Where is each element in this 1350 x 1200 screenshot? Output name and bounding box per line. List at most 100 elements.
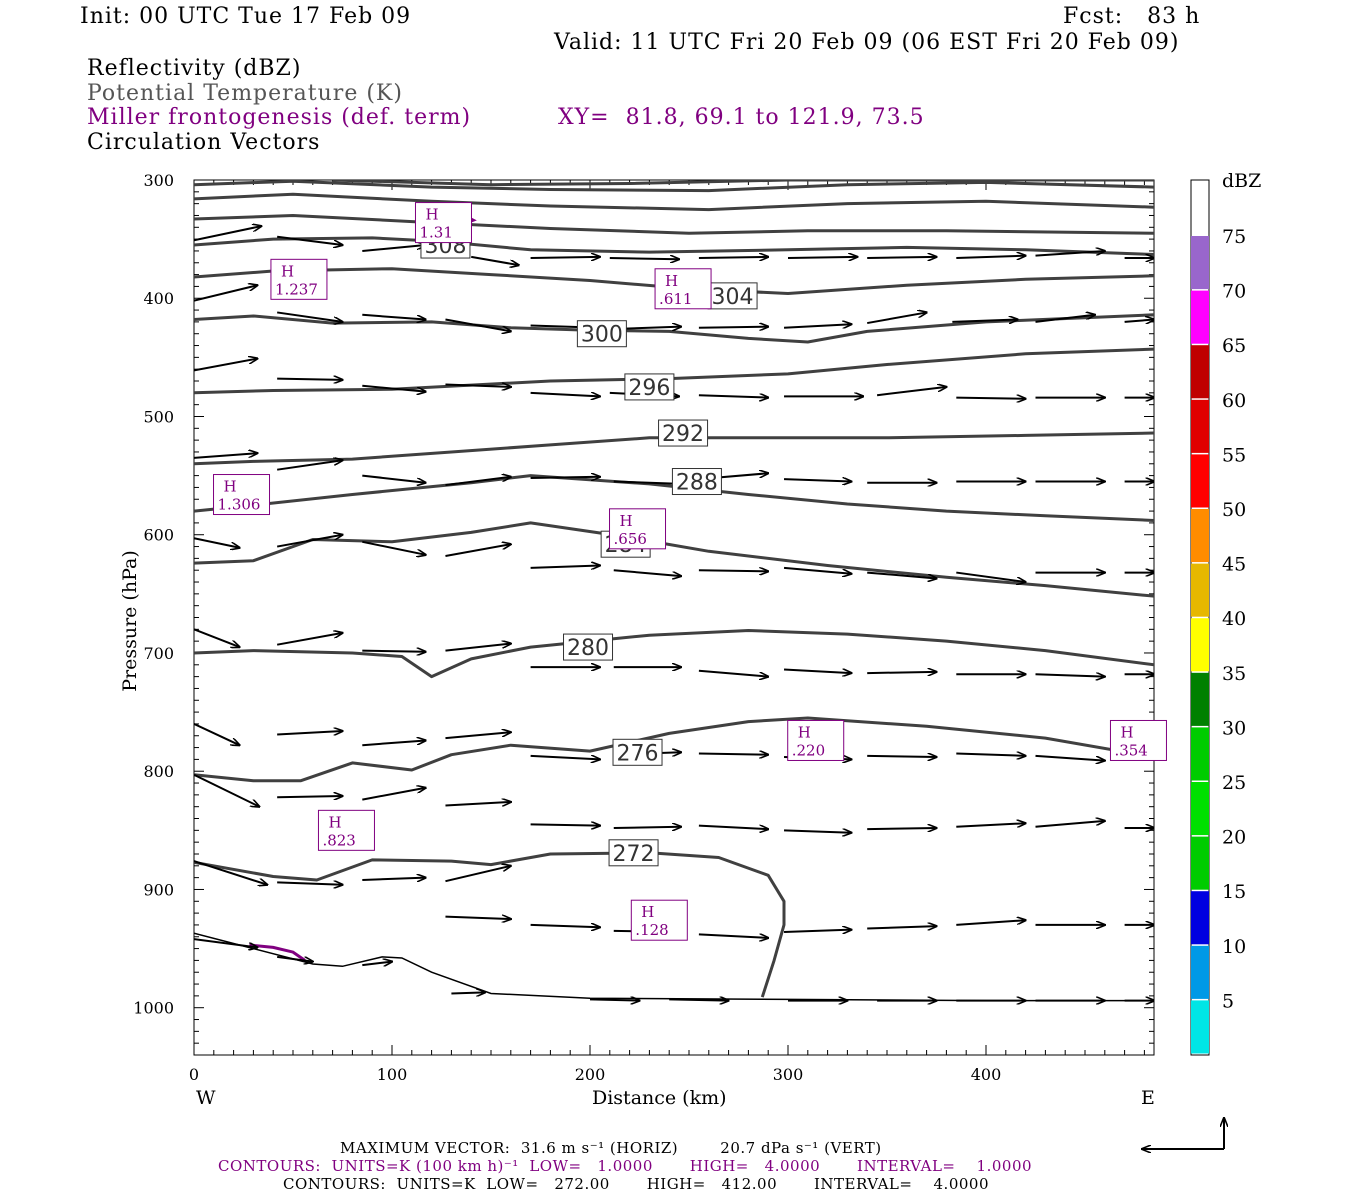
circulation-vector — [445, 385, 510, 387]
colorbar-label: 50 — [1222, 499, 1246, 521]
frontogenesis-max-value: .656 — [614, 530, 647, 548]
max-vector-line: MAXIMUM VECTOR: 31.6 m s⁻¹ (HORIZ) 20.7 … — [340, 1139, 882, 1157]
circulation-vector — [876, 387, 946, 397]
frontogenesis-max-letter: H — [328, 813, 341, 831]
circulation-vector — [698, 395, 768, 397]
frontogenesis-max-letter: H — [665, 272, 678, 290]
circulation-vector — [362, 313, 425, 320]
y-tick-label: 600 — [143, 526, 174, 545]
circulation-vector — [956, 920, 1025, 926]
terrain-line — [194, 932, 1154, 1002]
circulation-vector — [698, 753, 768, 754]
colorbar-swatch — [1191, 836, 1209, 890]
field-frontogenesis: Miller frontogenesis (def. term) — [87, 105, 472, 130]
circulation-vector — [956, 753, 1025, 755]
circulation-vector — [194, 860, 267, 885]
circulation-vector — [867, 257, 936, 258]
colorbar-swatch — [1191, 782, 1209, 836]
theta-contour-316 — [194, 192, 1154, 212]
frontogenesis-max-box — [414, 202, 472, 244]
field-potential-temperature: Potential Temperature (K) — [87, 81, 403, 106]
colorbar-label: 5 — [1222, 990, 1234, 1012]
colorbar-swatch — [1191, 290, 1209, 344]
circulation-vector — [867, 571, 936, 579]
circulation-vector — [362, 540, 425, 555]
circulation-vector — [669, 999, 728, 1000]
x-axis-east-label: E — [1141, 1087, 1155, 1109]
circulation-vector — [277, 955, 313, 962]
circulation-vector — [1035, 315, 1095, 323]
circulation-vector — [530, 824, 600, 825]
frontogenesis-max-box — [654, 268, 712, 310]
circulation-vector — [362, 962, 392, 966]
circulation-vector — [867, 312, 926, 325]
circulation-vector — [530, 391, 600, 397]
init-time: Init: 00 UTC Tue 17 Feb 09 — [80, 4, 412, 29]
theta-contour-300 — [194, 313, 1154, 344]
y-tick-label: 800 — [143, 762, 174, 781]
theta-contour-284 — [194, 521, 1154, 598]
x-tick-label: 0 — [189, 1065, 199, 1084]
colorbar-swatch — [1191, 399, 1209, 453]
circulation-vector — [867, 672, 936, 673]
circulation-vector — [1035, 754, 1105, 761]
theta-contour-272 — [194, 851, 786, 998]
theta-label: 292 — [662, 422, 704, 447]
circulation-vector — [867, 756, 936, 757]
circulation-vector — [530, 565, 600, 567]
frontogenesis-max-box — [787, 719, 845, 761]
circulation-vector — [867, 926, 936, 928]
circulation-vector — [276, 535, 342, 548]
circulation-vector — [277, 379, 342, 380]
theta-label: 296 — [628, 376, 670, 401]
circulation-vector — [1035, 251, 1105, 257]
circulation-vector — [613, 482, 681, 484]
circulation-vector — [277, 882, 342, 884]
colorbar-swatch — [1191, 618, 1209, 672]
colorbar-label: 45 — [1222, 554, 1246, 576]
y-tick-label: 500 — [143, 407, 174, 426]
circulation-vector — [698, 824, 768, 830]
frontogenesis-max-letter: H — [281, 262, 294, 280]
circulation-vector — [956, 256, 1025, 258]
valid-time: Valid: 11 UTC Fri 20 Feb 09 (06 EST Fri … — [554, 30, 1180, 55]
circulation-vector — [362, 651, 425, 652]
colorbar-swatch — [1191, 236, 1209, 290]
frontogenesis-max-value: .611 — [659, 290, 692, 308]
circulation-vector — [277, 235, 342, 245]
circulation-vector — [956, 571, 1025, 582]
theta-label: 304 — [712, 285, 754, 310]
colorbar-label: 55 — [1222, 444, 1246, 466]
colorbar-swatch — [1191, 891, 1209, 945]
circulation-vector — [194, 628, 240, 647]
frontogenesis-max-box — [317, 809, 375, 851]
frontogenesis-max-box — [270, 258, 328, 300]
frontogenesis-max-letter: H — [224, 478, 237, 496]
circulation-vector — [698, 669, 768, 677]
circulation-vector — [784, 479, 851, 481]
colorbar-label: 40 — [1222, 608, 1246, 630]
cross-section-coordinates: XY= 81.8, 69.1 to 121.9, 73.5 — [558, 105, 925, 130]
field-circulation-vectors: Circulation Vectors — [87, 130, 321, 155]
frontogenesis-max-letter: H — [425, 206, 438, 224]
frontogenesis-contour-info: CONTOURS: UNITS=K (100 km h)⁻¹ LOW= 1.00… — [218, 1157, 1033, 1175]
circulation-vector — [783, 324, 851, 329]
colorbar-label: 70 — [1222, 281, 1246, 303]
colorbar-label: 30 — [1222, 717, 1246, 739]
circulation-vector — [783, 566, 851, 574]
theta-label-box — [658, 419, 709, 447]
frontogenesis-max-box — [1109, 719, 1167, 761]
theta-contour-292 — [194, 431, 1154, 466]
y-tick-label: 1000 — [133, 999, 174, 1018]
circulation-vector — [784, 930, 851, 932]
colorbar-swatch — [1191, 454, 1209, 508]
x-axis-title: Distance (km) — [592, 1087, 727, 1109]
circulation-vector — [698, 933, 768, 938]
colorbar-swatch — [1191, 672, 1209, 726]
frontogenesis-max-value: .354 — [1114, 741, 1147, 759]
y-tick-label: 700 — [143, 644, 174, 663]
circulation-vector — [445, 917, 510, 919]
circulation-vector — [194, 773, 259, 807]
circulation-vector — [194, 537, 240, 547]
